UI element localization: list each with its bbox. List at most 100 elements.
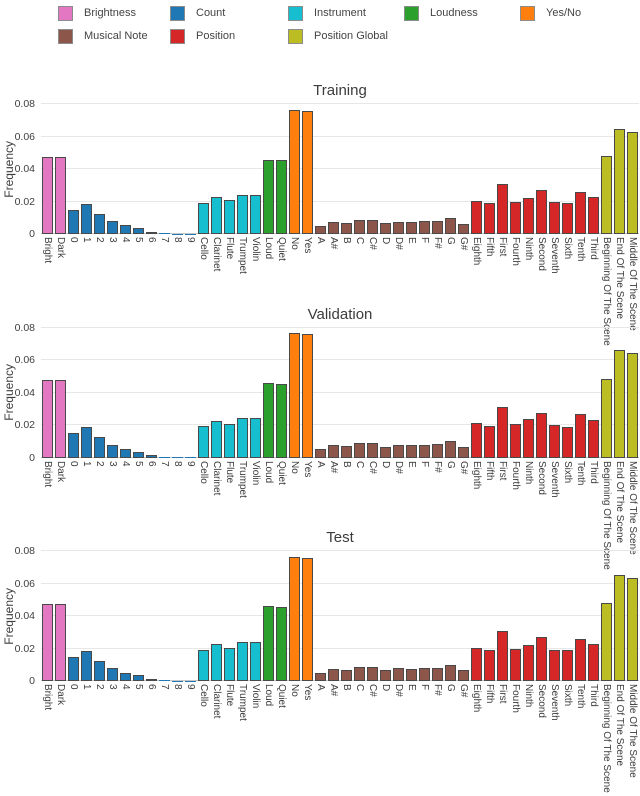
x-tick-label-6: 6 xyxy=(146,237,157,243)
x-tick-label-1: 1 xyxy=(81,461,92,467)
x-tick-label-c: C xyxy=(354,684,365,691)
bar-slot xyxy=(314,328,327,458)
bar-trumpet xyxy=(237,418,248,457)
bar-d xyxy=(393,222,404,235)
x-tick-slot: F xyxy=(418,237,431,243)
bar-2 xyxy=(94,661,105,681)
bar-bright xyxy=(42,604,53,681)
bar-slot xyxy=(262,104,275,234)
x-tick-slot: Trumpet xyxy=(236,461,249,498)
x-tick-slot: 9 xyxy=(184,237,197,243)
x-tick-slot: Violin xyxy=(249,684,262,708)
bar-g xyxy=(458,670,469,681)
bar-slot xyxy=(197,328,210,458)
x-tick-slot: Violin xyxy=(249,237,262,261)
bar-violin xyxy=(250,195,261,234)
bar-second xyxy=(536,637,547,681)
x-tick-label-2: 2 xyxy=(94,237,105,243)
bar-slot xyxy=(54,551,67,681)
x-tick-slot: G# xyxy=(457,237,470,250)
x-tick-slot: 2 xyxy=(93,684,106,690)
y-tick-label: 0.06 xyxy=(1,354,35,366)
x-tick-slot: E xyxy=(405,684,418,691)
x-tick-label-d: D# xyxy=(393,237,404,250)
x-tick-label-4: 4 xyxy=(120,237,131,243)
x-tick-label-a: A# xyxy=(328,237,339,249)
bar-flute xyxy=(224,648,235,681)
bar-slot xyxy=(613,104,626,234)
bar-slot xyxy=(210,328,223,458)
bar-slot xyxy=(522,104,535,234)
bar-slot xyxy=(249,551,262,681)
bar-4 xyxy=(120,673,131,681)
x-tick-label-tenth: Tenth xyxy=(575,237,586,261)
bar-ninth xyxy=(523,645,534,681)
bar-7 xyxy=(159,457,170,458)
bar-tenth xyxy=(575,639,586,681)
x-tick-slot: F# xyxy=(431,237,444,249)
x-tick-slot: 5 xyxy=(132,237,145,243)
bar-slot xyxy=(587,551,600,681)
x-tick-label-trumpet: Trumpet xyxy=(237,461,248,498)
bar-slot xyxy=(613,551,626,681)
x-tick-label-7: 7 xyxy=(159,684,170,690)
bar-7 xyxy=(159,680,170,681)
y-tick-label: 0 xyxy=(1,675,35,687)
x-tick-label-2: 2 xyxy=(94,461,105,467)
bar-slot xyxy=(405,104,418,234)
bar-slot xyxy=(145,551,158,681)
x-tick-label-a: A xyxy=(315,237,326,244)
x-tick-label-0: 0 xyxy=(68,684,79,690)
x-tick-slot: Bright xyxy=(41,461,54,487)
bar-a xyxy=(328,445,339,457)
bar-d xyxy=(380,223,391,234)
bar-third xyxy=(588,644,599,681)
bar-3 xyxy=(107,221,118,234)
x-tick-slot: 0 xyxy=(67,237,80,243)
x-tick-label-clarinet: Clarinet xyxy=(211,684,222,718)
bar-slot xyxy=(483,104,496,234)
x-tick-label-fifth: Fifth xyxy=(484,237,495,256)
bar-yes xyxy=(302,111,313,234)
x-tick-slot: 8 xyxy=(171,237,184,243)
x-tick-label-trumpet: Trumpet xyxy=(237,684,248,721)
y-tick-label: 0.06 xyxy=(1,131,35,143)
x-tick-label-third: Third xyxy=(588,237,599,260)
x-tick-label-c: C xyxy=(354,461,365,468)
x-tick-slot: F# xyxy=(431,684,444,696)
bar-slot xyxy=(158,551,171,681)
x-tick-label-no: No xyxy=(289,684,300,697)
bar-c xyxy=(367,443,378,457)
x-tick-slot: Fifth xyxy=(483,461,496,480)
x-tick-label-1: 1 xyxy=(81,237,92,243)
bar-slot xyxy=(626,104,639,234)
x-tick-label-flute: Flute xyxy=(224,461,235,483)
bar-slot xyxy=(197,104,210,234)
x-tick-slot: E xyxy=(405,237,418,244)
bar-beginning-of-the-scene xyxy=(601,603,612,681)
bar-slot xyxy=(405,328,418,458)
x-tick-slot: Ninth xyxy=(522,684,535,707)
x-tick-label-sixth: Sixth xyxy=(562,461,573,483)
bar-slot xyxy=(587,328,600,458)
bar-no xyxy=(289,557,300,681)
bar-a xyxy=(315,673,326,681)
x-tick-slot: First xyxy=(496,237,509,256)
x-tick-slot: F xyxy=(418,461,431,467)
bar-middle-of-the-scene xyxy=(627,353,638,457)
x-tick-label-loud: Loud xyxy=(263,461,274,483)
x-tick-slot: Trumpet xyxy=(236,684,249,721)
x-tick-slot: Loud xyxy=(262,684,275,706)
bar-slot xyxy=(301,328,314,458)
x-tick-label-f: F xyxy=(419,237,430,243)
legend-label: Position Global xyxy=(314,30,388,42)
x-tick-label-g: G# xyxy=(458,684,469,697)
x-tick-label-7: 7 xyxy=(159,461,170,467)
x-tick-label-5: 5 xyxy=(133,237,144,243)
bar-slot xyxy=(132,328,145,458)
bar-slot xyxy=(340,551,353,681)
bar-slot xyxy=(67,104,80,234)
x-tick-label-bright: Bright xyxy=(42,461,53,487)
bar-b xyxy=(341,223,352,234)
bar-ninth xyxy=(523,198,534,234)
